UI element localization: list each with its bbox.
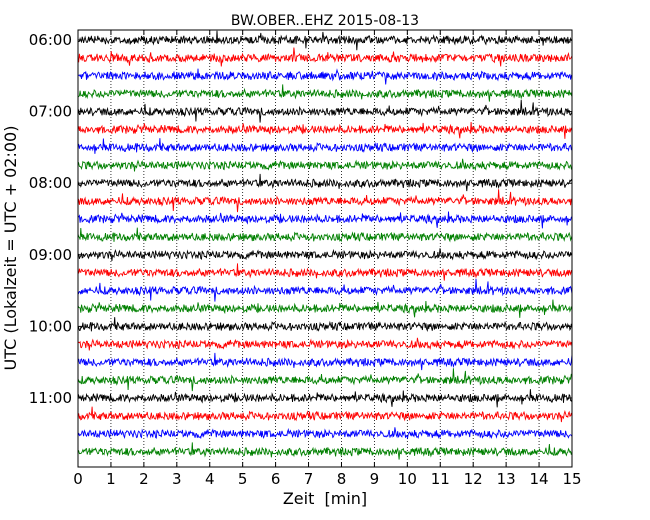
- x-tick-label: 3: [172, 470, 182, 488]
- chart-title: BW.OBER..EHZ 2015-08-13: [231, 13, 419, 29]
- trace-1015: [77, 337, 573, 351]
- x-tick-label: 5: [238, 470, 248, 488]
- trace-0730: [77, 138, 573, 154]
- x-tick-label: 8: [337, 470, 347, 488]
- y-axis-label: UTC (Lokalzeit = UTC + 02:00): [1, 126, 20, 371]
- y-tick-label: 06:00: [29, 31, 72, 49]
- x-tick-label: 2: [139, 470, 149, 488]
- vertical-gridlines: [110, 30, 540, 467]
- x-axis-label: Zeit [min]: [283, 489, 367, 508]
- y-tick-label: 08:00: [29, 174, 72, 192]
- trace-0615: [77, 47, 573, 67]
- trace-0715: [77, 121, 573, 139]
- trace-0800: [77, 173, 573, 192]
- trace-1100: [77, 389, 573, 408]
- trace-0700: [77, 99, 573, 123]
- trace-1130: [77, 427, 573, 440]
- trace-0830: [77, 211, 573, 229]
- x-tick-label: 0: [73, 470, 83, 488]
- trace-0915: [77, 263, 572, 281]
- x-tick-label: 14: [530, 470, 549, 488]
- trace-1045: [77, 368, 573, 392]
- x-tick-label: 4: [205, 470, 215, 488]
- trace-0945: [77, 299, 573, 318]
- x-axis-ticks: 0 1 2 3 4 5 6 7 8 9 10 11 12 13 14 15: [73, 30, 582, 488]
- trace-0930: [77, 278, 573, 302]
- trace-1145: [77, 442, 573, 460]
- x-tick-label: 15: [562, 470, 581, 488]
- x-tick-label: 6: [271, 470, 281, 488]
- x-tick-label: 12: [464, 470, 483, 488]
- trace-0630: [77, 68, 573, 85]
- x-tick-label: 11: [431, 470, 450, 488]
- y-tick-label: 10:00: [29, 317, 72, 335]
- plot-frame: [77, 29, 573, 468]
- trace-1000: [77, 317, 573, 332]
- x-tick-label: 13: [497, 470, 516, 488]
- trace-1030: [77, 352, 573, 371]
- y-axis-ticks: 06:00 07:00 08:00 09:00 10:00 11:00: [29, 31, 572, 407]
- trace-0645: [77, 84, 573, 102]
- trace-0845: [77, 227, 573, 243]
- trace-0900: [77, 248, 573, 262]
- y-tick-label: 09:00: [29, 246, 72, 264]
- trace-0815: [77, 189, 573, 213]
- y-tick-label: 07:00: [29, 103, 72, 121]
- trace-0745: [77, 158, 573, 172]
- x-tick-label: 10: [398, 470, 417, 488]
- seismic-traces: [77, 30, 573, 460]
- trace-1115: [77, 406, 573, 423]
- x-tick-label: 1: [106, 470, 116, 488]
- trace-0600: [77, 30, 573, 51]
- x-tick-label: 7: [304, 470, 314, 488]
- y-tick-label: 11:00: [29, 389, 72, 407]
- x-tick-label: 9: [370, 470, 380, 488]
